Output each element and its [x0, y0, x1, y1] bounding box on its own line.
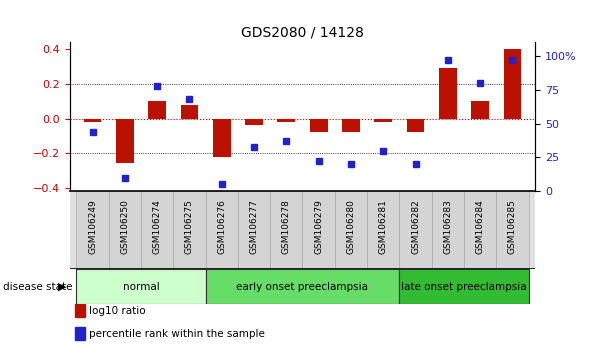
- Text: GSM106282: GSM106282: [411, 199, 420, 254]
- Bar: [303, 191, 335, 269]
- Bar: [75, 304, 85, 317]
- Text: GSM106283: GSM106283: [443, 199, 452, 254]
- Bar: [471, 101, 489, 119]
- Bar: [439, 68, 457, 119]
- Bar: [141, 191, 173, 269]
- Bar: [432, 191, 464, 269]
- Bar: [238, 191, 270, 269]
- Bar: [181, 105, 198, 119]
- Bar: [213, 119, 230, 156]
- Text: GSM106274: GSM106274: [153, 199, 162, 254]
- Text: early onset preeclampsia: early onset preeclampsia: [237, 282, 368, 292]
- Text: disease state: disease state: [3, 282, 72, 292]
- Bar: [109, 191, 141, 269]
- Text: GSM106280: GSM106280: [347, 199, 356, 254]
- Text: GSM106276: GSM106276: [217, 199, 226, 254]
- Bar: [367, 191, 399, 269]
- Text: percentile rank within the sample: percentile rank within the sample: [89, 329, 265, 339]
- Text: GSM106279: GSM106279: [314, 199, 323, 254]
- Text: GSM106275: GSM106275: [185, 199, 194, 254]
- Text: GSM106285: GSM106285: [508, 199, 517, 254]
- Text: ▶: ▶: [58, 282, 66, 292]
- Bar: [309, 119, 328, 132]
- Title: GDS2080 / 14128: GDS2080 / 14128: [241, 26, 364, 40]
- Bar: [375, 119, 392, 122]
- Bar: [270, 191, 302, 269]
- Bar: [75, 327, 85, 340]
- Bar: [245, 119, 263, 125]
- Bar: [173, 191, 206, 269]
- Bar: [503, 50, 521, 119]
- Bar: [148, 101, 166, 119]
- Text: GSM106249: GSM106249: [88, 199, 97, 254]
- Text: normal: normal: [123, 282, 159, 292]
- Bar: [464, 191, 496, 269]
- Bar: [84, 119, 102, 122]
- Bar: [206, 191, 238, 269]
- Text: GSM106278: GSM106278: [282, 199, 291, 254]
- Bar: [116, 119, 134, 164]
- Bar: [77, 191, 109, 269]
- Bar: [399, 269, 528, 304]
- Text: GSM106250: GSM106250: [120, 199, 130, 254]
- Bar: [277, 119, 295, 122]
- Text: GSM106281: GSM106281: [379, 199, 388, 254]
- Bar: [335, 191, 367, 269]
- Bar: [496, 191, 528, 269]
- Text: log10 ratio: log10 ratio: [89, 306, 146, 316]
- Bar: [407, 119, 424, 132]
- Bar: [206, 269, 399, 304]
- Text: late onset preeclampsia: late onset preeclampsia: [401, 282, 527, 292]
- Bar: [342, 119, 360, 132]
- Text: GSM106277: GSM106277: [249, 199, 258, 254]
- Bar: [77, 269, 206, 304]
- Text: GSM106284: GSM106284: [475, 199, 485, 254]
- Bar: [399, 191, 432, 269]
